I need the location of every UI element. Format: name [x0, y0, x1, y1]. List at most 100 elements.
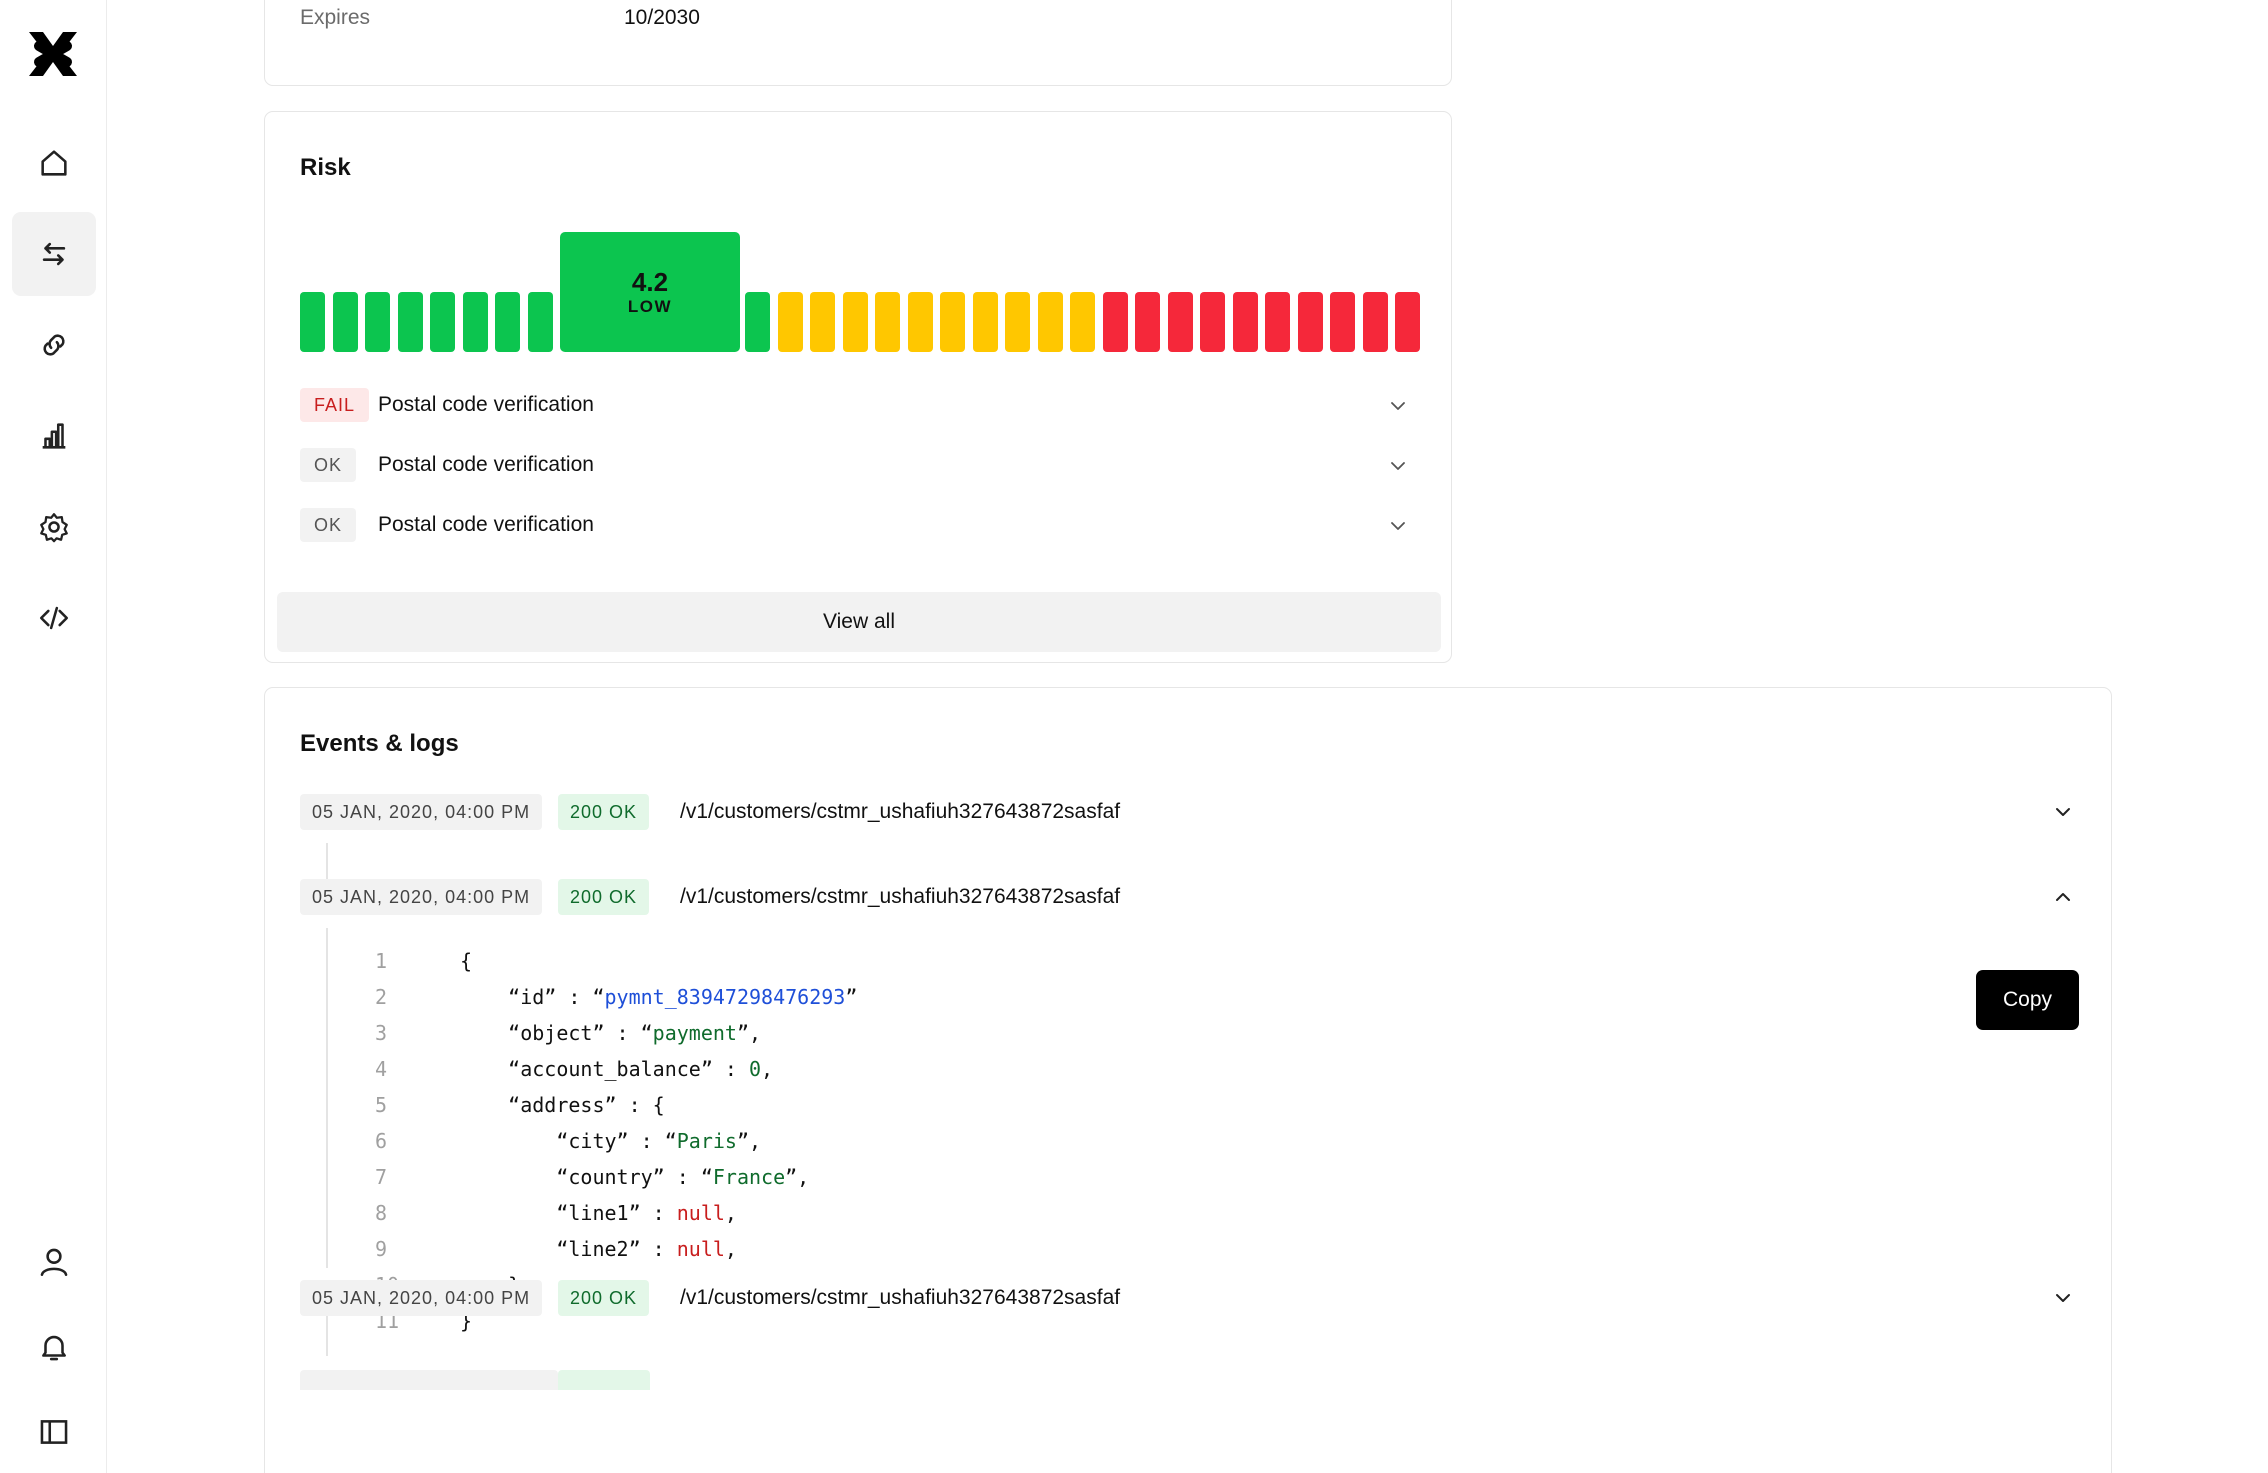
risk-segment-high [1395, 292, 1420, 352]
code-key: “account_balance” : [508, 1057, 749, 1081]
settings-icon [40, 513, 68, 543]
sidebar [0, 0, 107, 1473]
code-key: “address” : { [508, 1093, 665, 1117]
code-text: , [724, 1201, 737, 1225]
nav-notifications[interactable] [12, 1305, 96, 1389]
risk-segment-medium [875, 292, 900, 352]
risk-segment-high [1167, 292, 1193, 352]
event-path: /v1/customers/cstmr_ushafiuh327643872sas… [680, 885, 1121, 908]
chevron-down-icon[interactable] [2054, 1289, 2072, 1307]
risk-title: Risk [300, 154, 351, 181]
risk-segment-low [495, 292, 520, 352]
code-key: “country” : “ [556, 1165, 713, 1189]
timeline-connector [326, 928, 328, 1268]
timeline-connector [326, 1316, 328, 1356]
nav-toggle-panel[interactable] [12, 1390, 96, 1473]
risk-segment-high [1200, 292, 1225, 352]
chevron-down-icon[interactable] [2054, 803, 2072, 821]
home-icon [41, 150, 67, 176]
risk-score-bar: 4.2 LOW [300, 220, 1420, 352]
code-text: ”, [785, 1165, 810, 1189]
chevron-down-icon[interactable] [1389, 517, 1407, 535]
code-text: , [724, 1237, 737, 1261]
nav-reports[interactable] [12, 394, 96, 478]
code-value: 0 [749, 1057, 762, 1081]
risk-segment-low [430, 292, 455, 352]
line-number: 7 [375, 1165, 388, 1189]
risk-segment-low [397, 292, 423, 352]
risk-segment-high [1265, 292, 1290, 352]
event-status-badge: 200 OK [558, 794, 650, 830]
view-all-button[interactable]: View all [277, 592, 1441, 652]
line-number: 9 [375, 1237, 388, 1261]
nav-settings[interactable] [12, 485, 96, 569]
code-text: ”, [736, 1021, 762, 1045]
code-value: pymnt_83947298476293 [604, 985, 846, 1009]
risk-segment-medium [1037, 292, 1063, 352]
nav-links[interactable] [12, 303, 96, 387]
risk-panel: Risk 4.2 LOW FAIL Postal code verificati… [264, 111, 1452, 663]
sidebar-panel-icon [40, 1420, 68, 1444]
code-key: “line2” : [556, 1237, 677, 1261]
risk-segment-low [745, 292, 770, 352]
risk-segment-medium [842, 292, 868, 352]
risk-segment-low [462, 292, 488, 352]
risk-segment-medium [777, 292, 803, 352]
code-value: null [676, 1237, 725, 1261]
status-badge: OK [300, 448, 357, 482]
code-text: ”, [736, 1129, 762, 1153]
risk-segment-high [1102, 292, 1128, 352]
line-number: 6 [375, 1129, 388, 1153]
card-details-panel: Expires 10/2030 [264, 0, 1452, 86]
check-label: Postal code verification [378, 513, 594, 536]
risk-segment-medium [1005, 292, 1030, 352]
risk-check-row[interactable]: FAIL Postal code verification [300, 388, 1417, 424]
nav-home[interactable] [12, 121, 96, 205]
nav-developers[interactable] [12, 576, 96, 660]
event-row[interactable]: 05 JAN, 2020, 04:00 PM 200 OK /v1/custom… [300, 1280, 2080, 1316]
code-value: payment [652, 1021, 737, 1045]
event-row[interactable]: 05 JAN, 2020, 04:00 PM 200 OK /v1/custom… [300, 879, 2080, 915]
risk-segment-high [1297, 292, 1323, 352]
code-text: { [460, 949, 473, 973]
check-label: Postal code verification [378, 393, 594, 416]
line-number: 5 [375, 1093, 388, 1117]
event-path: /v1/customers/cstmr_ushafiuh327643872sas… [680, 800, 1121, 823]
status-badge: FAIL [300, 388, 370, 422]
chevron-down-icon[interactable] [1389, 397, 1407, 415]
event-status-badge: 200 OK [558, 879, 650, 915]
nav-account[interactable] [12, 1220, 96, 1304]
code-key: “line1” : [556, 1201, 677, 1225]
code-key: “object” : “ [508, 1021, 653, 1045]
risk-check-row[interactable]: OK Postal code verification [300, 508, 1417, 544]
code-text: , [761, 1057, 774, 1081]
bell-icon [42, 1335, 66, 1361]
risk-segment-low [365, 292, 390, 352]
chevron-up-icon[interactable] [2054, 888, 2072, 906]
line-number: 4 [375, 1057, 388, 1081]
user-icon [40, 1248, 68, 1277]
risk-check-row[interactable]: OK Postal code verification [300, 448, 1417, 484]
line-number: 8 [375, 1201, 388, 1225]
event-path: /v1/customers/cstmr_ushafiuh327643872sas… [680, 1286, 1121, 1309]
code-value: France [712, 1165, 786, 1189]
link-icon [43, 334, 65, 356]
transfer-icon [42, 242, 66, 266]
event-status-partial [558, 1370, 650, 1390]
line-number: 2 [375, 985, 388, 1009]
event-row[interactable]: 05 JAN, 2020, 04:00 PM 200 OK /v1/custom… [300, 794, 2080, 830]
copy-button[interactable]: Copy [1976, 970, 2079, 1030]
line-number: 3 [375, 1021, 388, 1045]
risk-segment-medium [1070, 292, 1095, 352]
expires-value: 10/2030 [624, 6, 700, 29]
risk-segment-low [300, 292, 325, 352]
status-badge: OK [300, 508, 357, 542]
risk-segment-high [1362, 292, 1388, 352]
code-key: “id” : “ [508, 985, 605, 1009]
risk-score-value: 4.2 [631, 267, 669, 297]
brand-logo-icon[interactable] [25, 26, 81, 82]
risk-segment-high [1232, 292, 1258, 352]
code-value: Paris [676, 1129, 737, 1153]
chevron-down-icon[interactable] [1389, 457, 1407, 475]
nav-transfers[interactable] [12, 212, 96, 296]
